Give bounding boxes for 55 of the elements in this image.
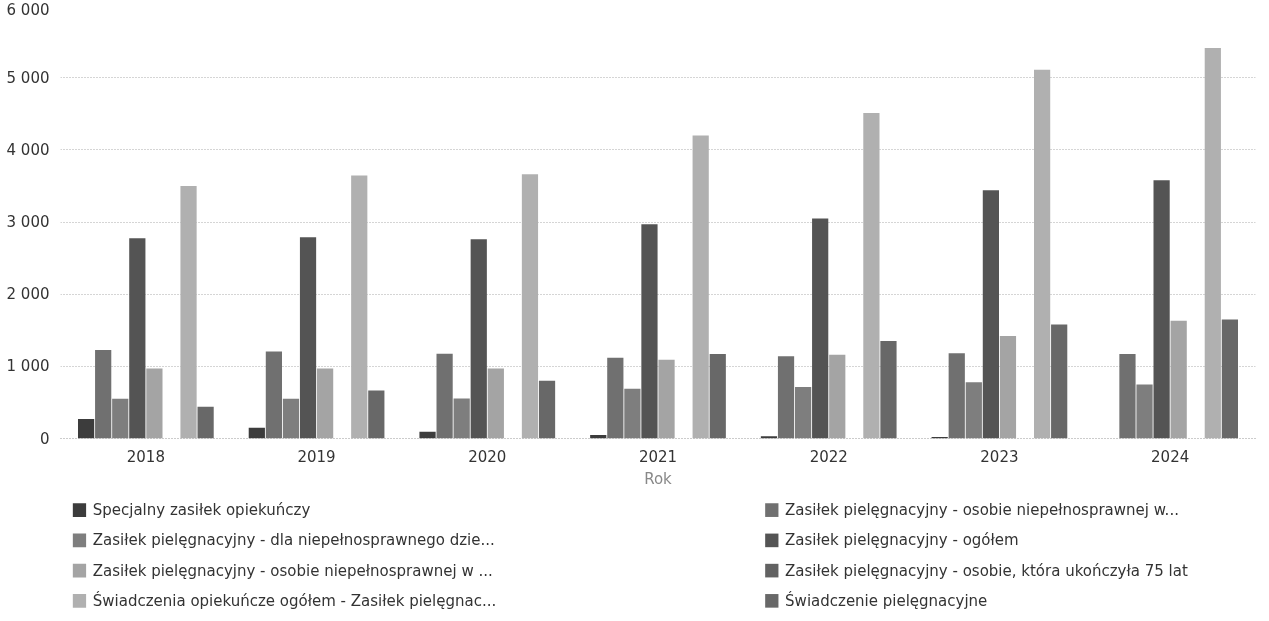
bar <box>760 436 778 439</box>
bar <box>1051 324 1068 439</box>
y-tick-label: 6 000 <box>6 0 50 19</box>
bar <box>982 190 999 439</box>
bar <box>1119 354 1136 439</box>
bar <box>197 406 214 439</box>
bar <box>95 350 112 439</box>
bar <box>880 341 897 439</box>
legend-label: Świadczenia opiekuńcze ogółem - Zasiłek pielęgnac... <box>92 590 497 610</box>
bar <box>965 382 982 439</box>
bar <box>812 218 829 439</box>
bar <box>436 353 453 439</box>
legend-label: Specjalny zasiłek opiekuńczy <box>92 501 311 520</box>
x-tick-label: 2021 <box>638 447 678 466</box>
y-tick-label: 1 000 <box>6 357 50 376</box>
x-tick-label: 2023 <box>980 447 1019 466</box>
y-tick-label: 5 000 <box>6 68 50 87</box>
y-tick-label: 4 000 <box>6 140 50 159</box>
bar <box>777 356 795 439</box>
bar <box>795 386 812 439</box>
legend-label: Zasiłek pielęgnacyjny - ogółem <box>785 531 1019 550</box>
y-tick-label: 0 <box>39 429 50 448</box>
bar <box>624 388 641 439</box>
x-axis-title: Rok <box>644 469 673 488</box>
bar <box>641 224 658 439</box>
x-tick-label: 2018 <box>126 447 165 466</box>
legend-label: Świadczenie pielęgnacyjne <box>785 590 988 610</box>
y-tick-label: 3 000 <box>6 213 50 231</box>
y-tick-label: 2 000 <box>6 285 50 304</box>
bar <box>709 354 726 439</box>
bar <box>470 239 487 439</box>
bar <box>948 353 965 439</box>
legend-label: Zasiłek pielęgnacyjny - osobie, która ukończyła 75 lat <box>785 561 1188 580</box>
bar <box>248 427 265 439</box>
bar <box>538 380 556 439</box>
bar <box>112 398 129 439</box>
bar <box>368 390 385 439</box>
bar <box>1221 319 1238 439</box>
legend-label: Zasiłek pielęgnacyjny - osobie niepełnosprawnej w ... <box>92 561 493 580</box>
bar <box>607 357 624 439</box>
x-tick-label: 2024 <box>1151 447 1190 466</box>
bar <box>1153 180 1170 439</box>
x-tick-label: 2020 <box>468 447 507 466</box>
bar <box>299 237 317 439</box>
legend-label: Zasiłek pielęgnacyjny - dla niepełnosprawnego dzie... <box>92 531 495 550</box>
x-tick-label: 2019 <box>297 447 336 466</box>
bar <box>265 351 282 439</box>
legend-label: Zasiłek pielęgnacyjny - osobie niepełnosprawnej w... <box>785 501 1179 520</box>
bar <box>419 431 436 439</box>
bar <box>282 398 300 439</box>
bar <box>1136 384 1153 439</box>
bar <box>453 398 470 439</box>
x-tick-label: 2022 <box>809 447 848 466</box>
bar <box>129 238 146 439</box>
bar <box>78 419 95 439</box>
